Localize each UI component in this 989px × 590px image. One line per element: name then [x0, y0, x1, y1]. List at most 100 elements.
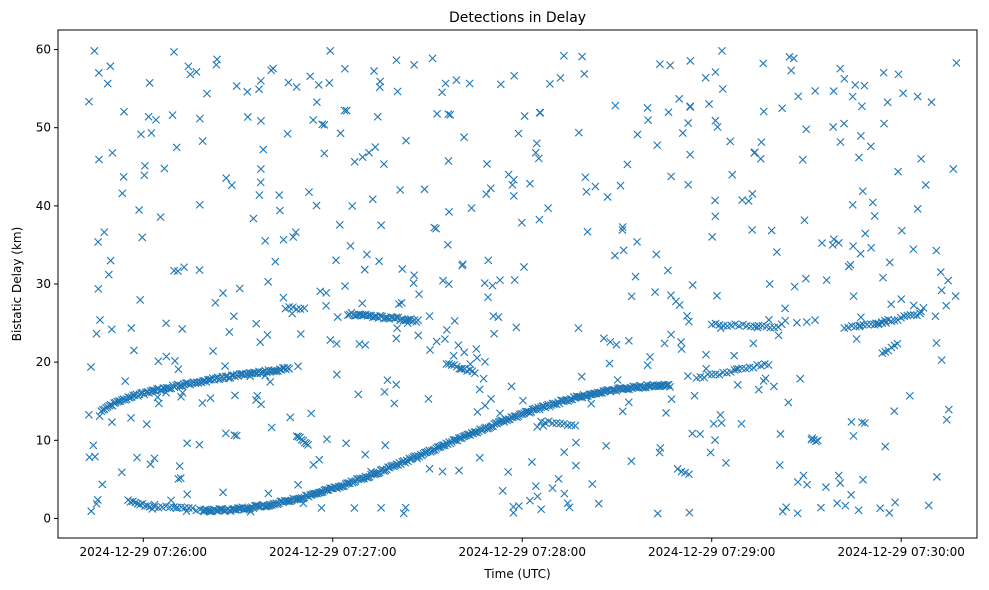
detection-point — [686, 56, 695, 65]
detection-point — [92, 329, 101, 338]
detection-point — [271, 257, 280, 266]
detection-point — [176, 392, 185, 401]
detection-point — [932, 339, 941, 347]
detection-point — [360, 265, 369, 274]
detection-point — [128, 497, 137, 506]
detection-point — [460, 133, 469, 142]
detection-point — [304, 440, 313, 449]
detection-point — [153, 393, 162, 402]
detection-point — [256, 178, 265, 187]
detection-point — [263, 330, 272, 339]
detection-point — [885, 508, 894, 517]
detection-point — [563, 499, 572, 508]
detection-point — [275, 206, 284, 215]
detection-point — [425, 464, 434, 473]
detection-point — [127, 324, 136, 333]
detection-point — [221, 361, 230, 370]
detection-point — [662, 408, 671, 417]
detection-point — [897, 295, 906, 304]
detection-point — [655, 60, 664, 69]
detection-point — [256, 338, 265, 347]
detection-point — [124, 393, 133, 402]
detection-point — [871, 319, 880, 328]
detection-point — [878, 273, 887, 282]
detection-point — [509, 191, 518, 200]
detection-point — [856, 321, 864, 330]
detection-point — [138, 233, 147, 242]
detection-point — [856, 131, 865, 140]
detection-point — [178, 324, 187, 333]
detection-point — [951, 292, 960, 301]
detection-point — [325, 78, 334, 87]
detection-point — [113, 397, 122, 406]
detection-point — [246, 507, 255, 516]
detection-point — [764, 361, 773, 369]
detection-point — [767, 226, 776, 235]
detection-point — [534, 154, 543, 163]
detection-point — [849, 431, 858, 440]
detection-point — [335, 220, 344, 229]
y-tick-label: 10 — [36, 433, 51, 447]
detection-point — [913, 204, 922, 213]
detection-point — [266, 377, 275, 386]
detection-point — [180, 263, 189, 272]
detection-point — [484, 293, 492, 302]
detection-point — [571, 438, 580, 447]
detection-point — [560, 489, 569, 498]
detection-point — [484, 256, 493, 265]
detection-point — [666, 382, 675, 391]
detection-point — [533, 422, 542, 431]
detection-point — [793, 509, 802, 518]
detection-point — [807, 435, 816, 444]
detection-point — [509, 508, 518, 517]
detection-point — [857, 102, 866, 111]
detection-point — [96, 315, 105, 324]
detection-point — [790, 282, 799, 291]
detection-point — [726, 137, 735, 146]
detection-point — [616, 181, 625, 190]
detection-point — [299, 499, 308, 508]
detection-point — [764, 315, 773, 324]
detection-point — [498, 486, 507, 495]
detection-point — [375, 83, 384, 92]
detection-point — [136, 295, 145, 304]
detection-point — [447, 361, 456, 369]
detection-point — [471, 428, 480, 437]
detection-point — [533, 492, 542, 501]
detection-point — [230, 431, 239, 440]
detection-point — [508, 180, 517, 189]
detection-point — [164, 384, 173, 392]
detection-point — [900, 312, 909, 321]
detection-point — [433, 443, 442, 452]
detection-point — [673, 464, 682, 473]
detection-point — [675, 300, 684, 309]
detection-point — [215, 505, 224, 514]
detection-point — [219, 506, 228, 515]
detection-point — [361, 450, 370, 459]
detection-point — [154, 357, 163, 366]
detection-point — [332, 370, 341, 379]
detection-point — [446, 110, 455, 119]
detection-point — [316, 488, 325, 497]
detection-point — [264, 489, 273, 498]
detection-point — [225, 328, 234, 336]
detection-point — [322, 435, 331, 444]
detection-point — [198, 399, 207, 407]
detection-point — [509, 175, 518, 184]
detection-point — [449, 351, 458, 360]
detection-point — [167, 496, 176, 505]
detection-point — [537, 505, 546, 514]
detection-point — [413, 454, 422, 463]
detection-point — [667, 330, 676, 339]
detection-point — [848, 92, 857, 101]
detection-point — [789, 54, 798, 63]
detection-point — [802, 317, 811, 326]
detection-point — [861, 229, 870, 238]
detection-point — [333, 313, 342, 322]
detection-point — [232, 431, 241, 440]
detection-point — [847, 490, 856, 499]
detection-point — [881, 442, 890, 451]
detection-point — [332, 256, 340, 265]
detection-point — [711, 68, 720, 77]
